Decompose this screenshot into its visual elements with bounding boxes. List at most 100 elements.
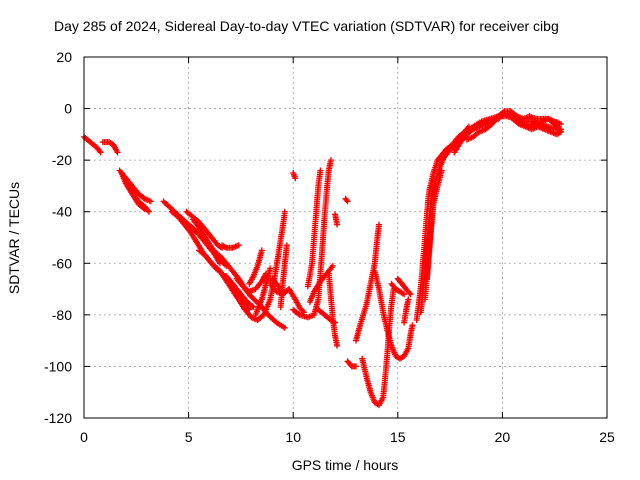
data-point-marker	[556, 129, 563, 136]
data-point-marker	[500, 109, 507, 116]
x-tick-label: 15	[390, 429, 406, 445]
data-point-marker	[294, 309, 300, 316]
data-point-marker	[438, 169, 445, 176]
data-point-marker	[249, 303, 256, 310]
data-point-marker	[432, 184, 439, 191]
y-tick-label: -80	[52, 307, 72, 323]
series-track-30	[353, 221, 382, 344]
data-point-marker	[356, 323, 363, 330]
data-point-marker	[333, 341, 340, 348]
data-point-marker	[367, 282, 374, 289]
data-point-marker	[399, 290, 406, 297]
series-track-23	[304, 167, 324, 290]
data-point-marker	[549, 119, 556, 125]
data-point-marker	[143, 206, 150, 213]
series-track-39	[424, 182, 439, 282]
y-tick-label: 0	[64, 101, 72, 117]
data-point-marker	[474, 124, 481, 131]
data-point-marker	[172, 211, 179, 218]
data-point-marker	[257, 279, 264, 286]
data-point-marker	[520, 123, 527, 129]
y-axis-label: SDTVAR / TECUs	[6, 182, 22, 294]
data-point-marker	[84, 137, 91, 143]
chart-title: Day 285 of 2024, Sidereal Day-to-day VTE…	[54, 18, 559, 34]
x-tick-label: 20	[495, 429, 511, 445]
series-track-13	[223, 273, 253, 313]
data-point-marker	[513, 119, 520, 125]
data-point-marker	[221, 244, 228, 250]
data-point-marker	[199, 250, 206, 257]
data-point-marker	[266, 298, 273, 305]
data-point-marker	[406, 289, 413, 296]
data-point-marker	[467, 128, 474, 135]
data-point-marker	[139, 193, 146, 200]
data-point-marker	[473, 130, 480, 137]
series-track-32	[371, 268, 416, 362]
x-tick-label: 10	[285, 429, 301, 445]
series-track-22	[290, 157, 334, 321]
data-point-marker	[244, 304, 251, 311]
data-point-marker	[434, 159, 440, 165]
data-point-marker	[113, 147, 120, 154]
data-point-marker	[464, 125, 471, 132]
data-point-marker	[280, 323, 287, 330]
data-point-marker	[343, 197, 350, 204]
data-point-marker	[351, 363, 358, 370]
y-tick-label: -20	[52, 152, 72, 168]
data-point-marker	[91, 142, 97, 149]
data-point-marker	[243, 286, 250, 293]
x-tick-label: 0	[80, 429, 88, 445]
data-point-marker	[379, 395, 386, 402]
plot-frame	[83, 56, 608, 419]
data-point-marker	[104, 139, 111, 146]
data-point-marker	[396, 278, 403, 285]
data-point-marker	[139, 201, 146, 208]
data-point-marker	[363, 371, 369, 378]
series-track-20	[286, 286, 307, 316]
series-track-15	[246, 247, 265, 287]
data-point-marker	[95, 146, 102, 153]
series-track-12	[219, 242, 242, 251]
data-point-marker	[440, 156, 447, 163]
y-tick-label: 20	[56, 49, 72, 65]
data-point-marker	[401, 283, 408, 290]
series-track-27	[332, 211, 341, 228]
series-track-5	[122, 177, 152, 215]
series-track-33	[388, 280, 408, 298]
data-point-marker	[486, 123, 493, 130]
data-point-marker	[180, 220, 187, 227]
data-point-marker	[189, 224, 196, 231]
data-point-marker	[291, 173, 298, 180]
data-point-marker	[258, 313, 265, 320]
data-point-marker	[344, 198, 351, 205]
data-point-marker	[531, 115, 538, 122]
data-point-marker	[545, 128, 552, 135]
data-point-marker	[404, 298, 411, 305]
data-point-marker	[146, 197, 153, 204]
data-point-marker	[511, 111, 518, 118]
data-point-marker	[247, 302, 254, 309]
x-axis-label: GPS time / hours	[292, 457, 399, 473]
series-track-29	[344, 358, 359, 370]
data-point-marker	[281, 210, 288, 217]
data-point-marker	[247, 292, 254, 299]
series-track-2	[99, 139, 121, 156]
data-point-marker	[194, 222, 201, 229]
series-track-42	[509, 115, 564, 138]
data-point-marker	[346, 360, 353, 367]
data-point-marker	[456, 140, 463, 147]
data-point-marker	[543, 115, 550, 122]
data-point-marker	[539, 125, 546, 132]
data-point-marker	[258, 249, 265, 256]
data-point-marker	[328, 264, 335, 271]
data-point-marker	[379, 307, 386, 314]
y-tick-label: -40	[52, 204, 72, 220]
data-point-marker	[262, 282, 269, 289]
series-track-34	[394, 275, 414, 298]
series-track-21	[290, 170, 299, 182]
data-point-marker	[362, 303, 369, 310]
data-point-marker	[310, 290, 317, 297]
series-track-28	[342, 195, 351, 205]
data-point-marker	[506, 108, 513, 115]
